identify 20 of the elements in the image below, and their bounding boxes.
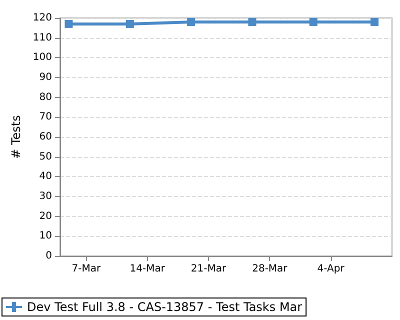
x-tick-label: 7-Mar	[72, 264, 102, 274]
y-tick-label: 50	[39, 151, 52, 162]
y-tick-label: 0	[46, 250, 52, 262]
y-tick-label: 10	[39, 230, 52, 242]
y-tick-label: 30	[39, 191, 52, 202]
y-tick-label: 60	[39, 132, 52, 142]
x-tick-label: 14-Mar	[130, 264, 166, 274]
x-tick-label: 21-Mar	[190, 264, 228, 274]
y-tick-label: 100	[32, 52, 52, 64]
y-axis-title: # Tests	[9, 115, 24, 159]
y-tick-label: 70	[39, 112, 52, 123]
y-tick-label: 20	[39, 210, 52, 222]
x-tick-label: 28-Mar	[252, 264, 288, 274]
x-tick-label: 4-Apr	[317, 264, 346, 274]
y-tick-label: 120	[32, 12, 52, 24]
y-tick-label: 80	[39, 92, 52, 103]
y-tick-label: 110	[32, 32, 52, 44]
y-tick-label: 90	[39, 72, 52, 83]
legend-label: Dev Test Full 3.8 - CAS-13857 - Test Tasks Mar	[27, 300, 302, 314]
y-tick-label: 40	[39, 171, 52, 182]
